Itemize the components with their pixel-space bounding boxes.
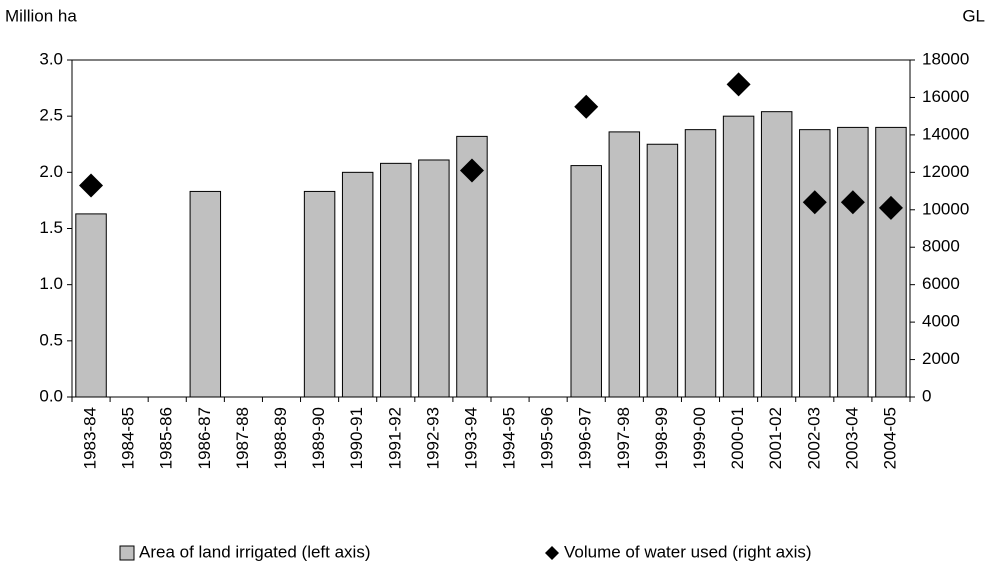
- legend-label: Area of land irrigated (left axis): [139, 542, 371, 561]
- y2-tick-label: 4000: [922, 312, 960, 331]
- diamond-marker: [840, 190, 865, 215]
- x-tick-label: 1990-91: [347, 407, 366, 469]
- x-tick-label: 1983-84: [81, 407, 100, 469]
- x-tick-label: 1999-00: [690, 407, 709, 469]
- y-tick-label: 1.0: [39, 274, 63, 293]
- bar: [418, 159, 450, 398]
- x-tick-label: 1985-86: [157, 407, 176, 469]
- y-tick-label: 0.0: [39, 386, 63, 405]
- bar: [722, 115, 755, 398]
- diamond-marker: [726, 72, 751, 97]
- x-tick-label: 1992-93: [423, 407, 442, 469]
- bar: [75, 213, 107, 398]
- x-tick-label: 1986-87: [195, 407, 214, 469]
- x-tick-label: 1998-99: [652, 407, 671, 469]
- bar: [608, 131, 641, 398]
- y2-tick-label: 14000: [922, 124, 969, 143]
- y2-tick-label: 2000: [922, 349, 960, 368]
- x-tick-label: 2002-03: [804, 407, 823, 469]
- bar: [189, 190, 222, 398]
- x-tick-label: 1997-98: [614, 407, 633, 469]
- bar: [875, 126, 907, 398]
- diamond-marker: [574, 94, 599, 119]
- bar: [646, 143, 679, 398]
- x-tick-label: 1994-95: [500, 407, 519, 469]
- x-tick-label: 1991-92: [385, 407, 404, 469]
- diamond-marker: [878, 195, 903, 220]
- y-tick-label: 0.5: [39, 330, 63, 349]
- y-tick-label: 2.0: [39, 162, 63, 181]
- x-tick-label: 1993-94: [461, 407, 480, 469]
- y2-tick-label: 12000: [922, 162, 969, 181]
- y2-tick-label: 10000: [922, 199, 969, 218]
- x-tick-label: 1995-96: [538, 407, 557, 469]
- x-tick-label: 1988-89: [271, 407, 290, 469]
- y2-tick-label: 6000: [922, 274, 960, 293]
- diamond-marker: [802, 190, 827, 215]
- y2-tick-label: 8000: [922, 237, 960, 256]
- diamond-marker: [459, 158, 484, 183]
- x-tick-label: 1987-88: [233, 407, 252, 469]
- bar: [570, 165, 602, 398]
- bar: [303, 190, 336, 398]
- y-tick-label: 3.0: [39, 49, 63, 68]
- x-tick-label: 2004-05: [880, 407, 899, 469]
- x-tick-label: 2003-04: [842, 407, 861, 469]
- diamond-marker: [79, 173, 104, 198]
- bar: [760, 111, 793, 398]
- y2-tick-label: 18000: [922, 49, 969, 68]
- bar: [684, 129, 717, 398]
- x-tick-label: 2000-01: [728, 407, 747, 469]
- x-tick-label: 1989-90: [309, 407, 328, 469]
- y-tick-label: 1.5: [39, 218, 63, 237]
- y-axis-label: Million ha: [5, 6, 77, 25]
- bar: [799, 129, 831, 398]
- x-tick-label: 1996-97: [576, 407, 595, 469]
- legend-swatch: [119, 545, 135, 561]
- legend-label: Volume of water used (right axis): [564, 542, 812, 561]
- x-tick-label: 1984-85: [119, 407, 138, 469]
- y-tick-label: 2.5: [39, 106, 63, 125]
- y2-tick-label: 16000: [922, 87, 969, 106]
- x-tick-label: 2001-02: [766, 407, 785, 469]
- bar: [341, 171, 374, 398]
- bar: [380, 162, 412, 398]
- y2-axis-label: GL: [962, 6, 985, 25]
- y2-tick-label: 0: [922, 386, 931, 405]
- legend-swatch: [545, 546, 559, 560]
- bar: [837, 126, 869, 398]
